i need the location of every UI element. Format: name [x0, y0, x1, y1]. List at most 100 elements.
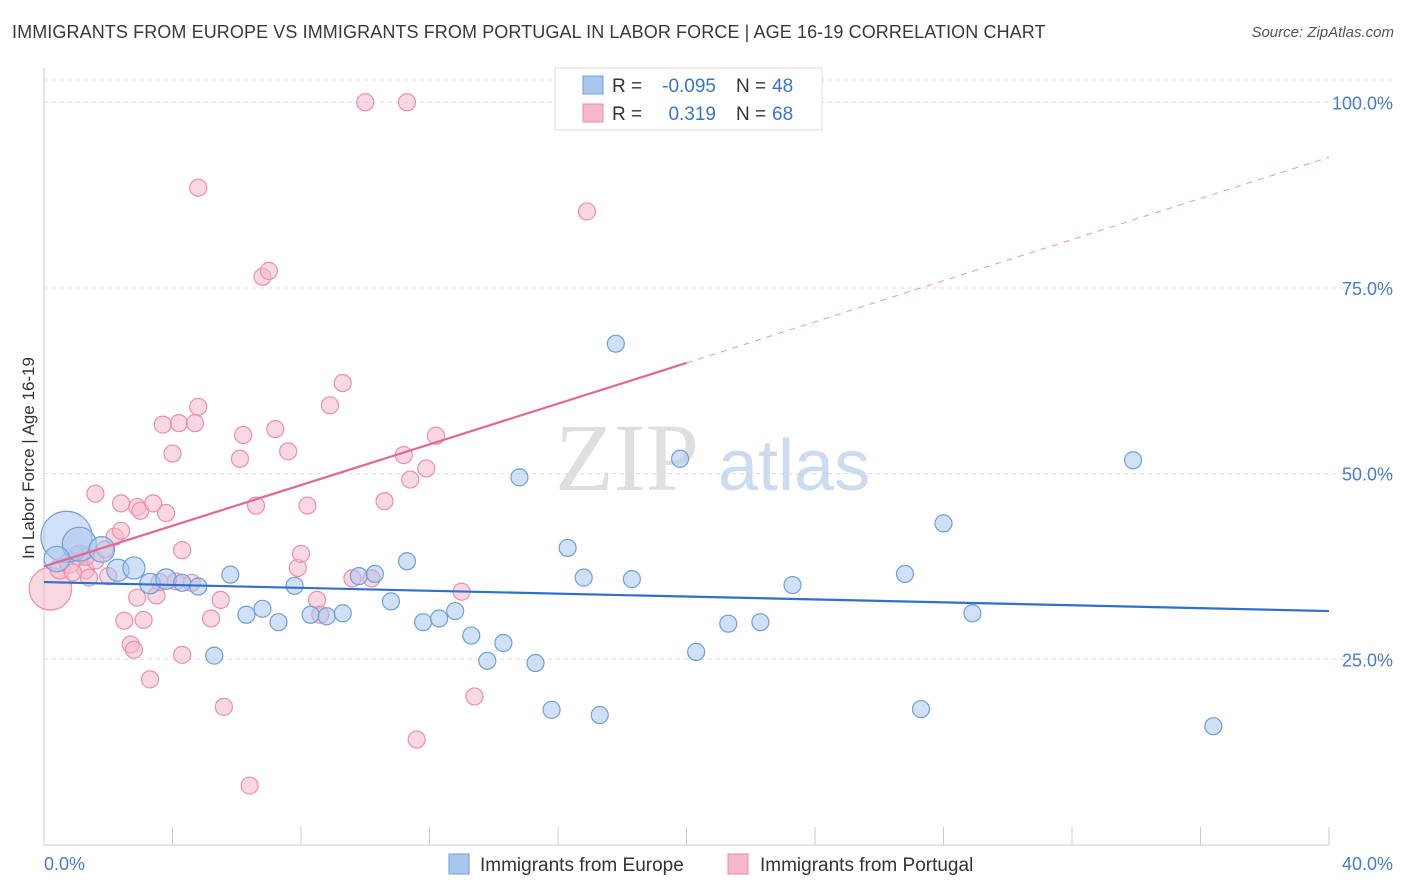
- portugal-point: [128, 588, 147, 607]
- watermark: ZIP atlas: [555, 404, 870, 511]
- portugal-point: [401, 470, 420, 489]
- europe-point: [934, 514, 953, 533]
- chart-title: IMMIGRANTS FROM EUROPE VS IMMIGRANTS FRO…: [12, 22, 1046, 42]
- legend-n-label-portugal: N =: [736, 104, 766, 125]
- portugal-point: [86, 484, 105, 503]
- europe-point: [269, 613, 288, 632]
- europe-point: [221, 565, 240, 584]
- europe-point: [963, 604, 982, 623]
- y-tick-label: 50.0%: [1342, 465, 1393, 485]
- trend-lines: [43, 156, 1330, 613]
- europe-point: [349, 567, 368, 586]
- europe-point: [413, 613, 433, 632]
- watermark-atlas: atlas: [718, 426, 870, 506]
- portugal-point: [201, 609, 221, 628]
- portugal-point: [397, 93, 417, 112]
- portugal-point: [230, 449, 250, 468]
- portugal-point: [189, 397, 208, 416]
- legend-n-value-portugal: 68: [772, 104, 793, 125]
- portugal-point: [356, 93, 375, 112]
- portugal-point: [134, 610, 153, 630]
- x-tick-label-min: 0.0%: [44, 854, 85, 874]
- europe-point: [606, 334, 625, 353]
- portugal-point: [407, 730, 426, 749]
- portugal-point: [291, 544, 311, 563]
- y-axis-label: In Labor Force | Age 16-19: [19, 357, 38, 559]
- portugal-trend-line: [43, 361, 687, 568]
- portugal-point: [115, 611, 134, 630]
- portugal-point: [111, 494, 131, 513]
- gridlines: [44, 79, 1393, 660]
- europe-point: [783, 575, 802, 595]
- europe-point: [365, 564, 384, 584]
- europe-point: [526, 653, 545, 673]
- europe-point: [574, 568, 593, 587]
- europe-point: [911, 699, 931, 719]
- legend-n-label-europe: N =: [736, 76, 766, 97]
- portugal-point: [234, 425, 253, 445]
- europe-point: [253, 599, 272, 618]
- europe-point: [285, 576, 304, 595]
- portugal-point: [144, 494, 163, 513]
- portugal-point: [189, 178, 208, 197]
- y-tick-label: 25.0%: [1342, 650, 1393, 670]
- europe-point: [205, 646, 224, 665]
- legend-swatch-portugal: [582, 103, 604, 123]
- source-label: Source: ZipAtlas.com: [1251, 24, 1394, 41]
- y-tick-label: 100.0%: [1332, 93, 1393, 113]
- bottom-legend-swatch-europe: [448, 853, 470, 875]
- europe-point: [510, 468, 529, 487]
- europe-point: [1123, 451, 1143, 470]
- europe-point: [237, 605, 256, 624]
- europe-point: [155, 568, 177, 590]
- correlation-legend: R = -0.095 N = 48 R = 0.319 N = 68: [554, 67, 823, 131]
- legend-r-label-portugal: R =: [612, 104, 642, 125]
- portugal-point: [465, 687, 484, 706]
- portugal-point: [153, 415, 172, 434]
- legend-swatch-europe: [582, 75, 604, 95]
- europe-point: [381, 592, 401, 611]
- europe-point: [622, 570, 641, 589]
- portugal-point: [375, 492, 394, 511]
- europe-point: [462, 626, 481, 645]
- portugal-point: [417, 459, 436, 478]
- europe-point: [478, 651, 497, 670]
- europe-point: [1204, 717, 1223, 736]
- bottom-legend-swatch-portugal: [727, 853, 749, 875]
- portugal-point: [173, 541, 192, 560]
- portugal-point: [140, 670, 160, 689]
- portugal-point: [124, 640, 144, 659]
- europe-point: [397, 552, 417, 571]
- legend-r-value-europe: -0.095: [662, 76, 716, 97]
- portugal-point: [185, 414, 205, 433]
- portugal-point: [214, 697, 233, 716]
- y-tick-labels: 25.0% 50.0% 75.0% 100.0%: [1332, 93, 1393, 670]
- portugal-point: [320, 396, 340, 415]
- portugal-point: [298, 496, 317, 515]
- portugal-point: [577, 202, 597, 221]
- legend-r-value-portugal: 0.319: [668, 104, 716, 125]
- portugal-point: [63, 563, 83, 582]
- axes: [43, 68, 1330, 846]
- x-tick-label-max: 40.0%: [1342, 854, 1393, 874]
- europe-point: [687, 642, 706, 661]
- y-tick-label: 75.0%: [1342, 279, 1393, 299]
- series-legend: Immigrants from Europe Immigrants from P…: [448, 853, 973, 876]
- europe-point: [719, 614, 738, 633]
- bottom-legend-europe: Immigrants from Europe: [480, 855, 684, 876]
- portugal-point: [169, 414, 189, 433]
- portugal-point: [163, 444, 182, 463]
- europe-point: [751, 613, 770, 632]
- bottom-legend-portugal: Immigrants from Portugal: [760, 855, 973, 876]
- europe-point: [590, 705, 609, 725]
- portugal-point: [211, 590, 230, 610]
- europe-point: [558, 538, 577, 558]
- portugal-point: [79, 568, 99, 587]
- europe-point: [173, 573, 192, 592]
- portugal-point: [333, 373, 352, 393]
- portugal-point: [156, 503, 176, 523]
- europe-point: [895, 564, 915, 584]
- europe-point: [430, 609, 449, 628]
- europe-point: [494, 633, 513, 653]
